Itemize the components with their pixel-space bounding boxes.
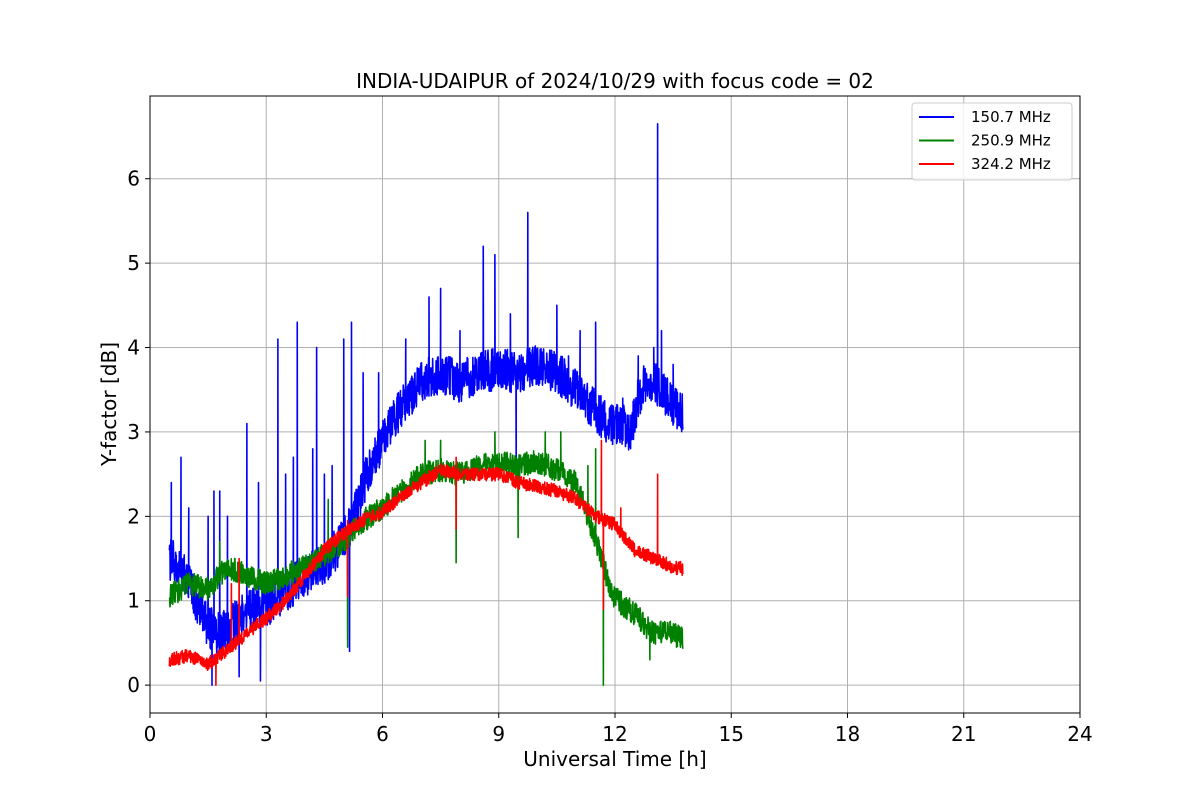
y-tick-label: 5: [127, 251, 140, 275]
x-tick-label: 3: [260, 722, 273, 746]
series-2-group: [168, 431, 684, 686]
series-line-1: [168, 123, 684, 686]
x-tick-label: 21: [951, 722, 976, 746]
x-tick-label: 15: [719, 722, 744, 746]
y-axis-label: Y-factor [dB]: [97, 342, 121, 467]
x-tick-label: 0: [144, 722, 157, 746]
x-tick-label: 18: [835, 722, 860, 746]
x-tick-label: 12: [602, 722, 627, 746]
series-line-2: [168, 431, 684, 686]
y-tick-label: 6: [127, 167, 140, 191]
series-line-3: [168, 439, 684, 686]
x-tick-label: 24: [1067, 722, 1092, 746]
legend-label: 324.2 MHz: [971, 155, 1051, 173]
series-1-group: [168, 123, 684, 686]
series-3-group: [168, 439, 684, 686]
y-tick-label: 2: [127, 504, 140, 528]
legend-label: 150.7 MHz: [971, 108, 1051, 126]
legend-box: [911, 102, 1073, 181]
x-axis-label: Universal Time [h]: [523, 747, 706, 771]
legend: 150.7 MHz 250.9 MHz 324.2 MHz: [911, 102, 1073, 181]
chart-title: INDIA-UDAIPUR of 2024/10/29 with focus c…: [356, 69, 874, 93]
series-layer: [168, 123, 684, 686]
x-tick-label: 6: [376, 722, 389, 746]
y-tick-label: 1: [127, 589, 140, 613]
x-tick-label: 9: [492, 722, 505, 746]
legend-label: 250.9 MHz: [971, 132, 1051, 150]
y-tick-label: 3: [127, 420, 140, 444]
y-tick-label: 4: [127, 336, 140, 360]
y-tick-label: 0: [127, 673, 140, 697]
